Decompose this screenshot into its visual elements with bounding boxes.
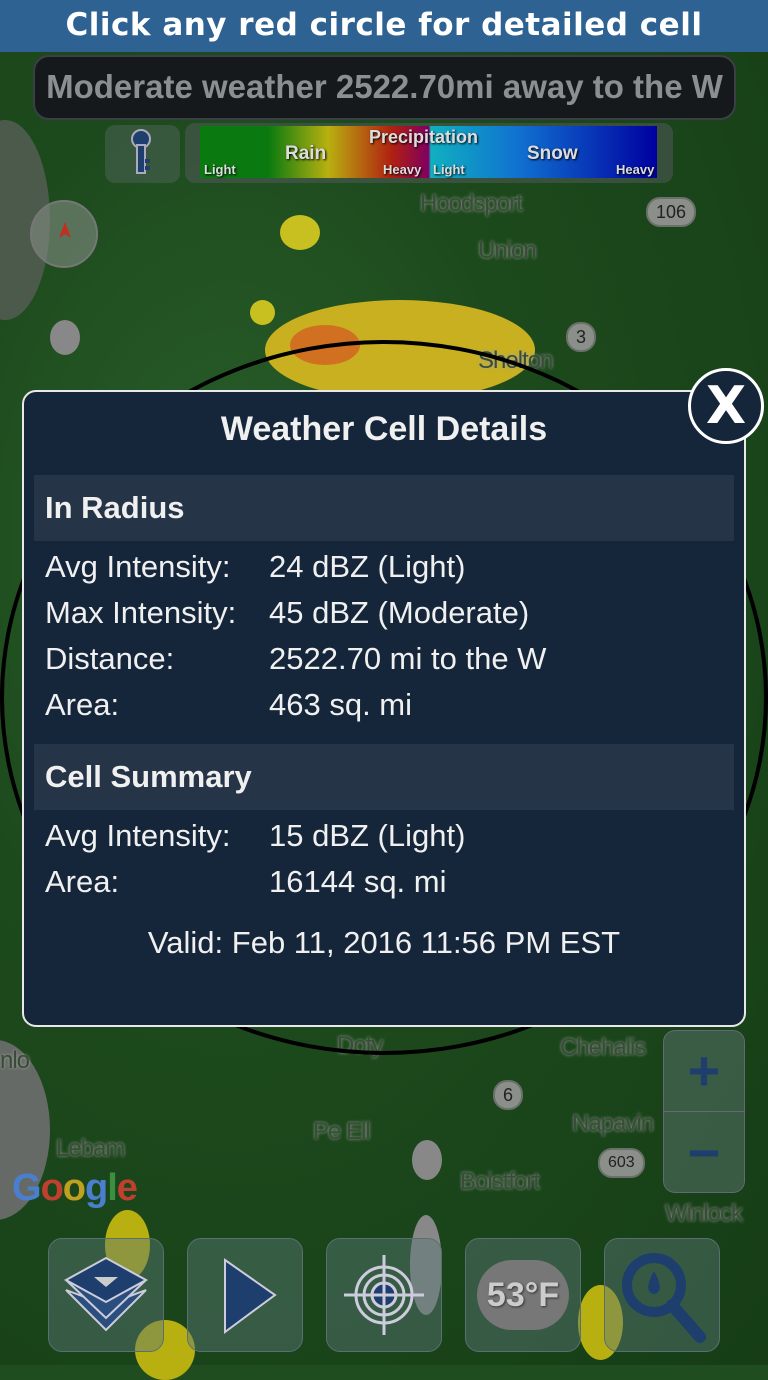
detail-row: Avg Intensity: 15 dBZ (Light) bbox=[24, 813, 744, 859]
route-shield: 603 bbox=[598, 1148, 645, 1178]
precipitation-legend: Precipitation Rain Snow Light Heavy Ligh… bbox=[185, 123, 673, 183]
current-weather-button[interactable]: 53°F bbox=[465, 1238, 581, 1352]
weather-status-bar: Moderate weather 2522.70mi away to the W bbox=[33, 55, 736, 120]
detail-label: Avg Intensity: bbox=[45, 818, 231, 853]
compass-arrow-icon bbox=[59, 222, 71, 238]
legend-snow-heavy: Heavy bbox=[616, 162, 655, 177]
route-shield: 106 bbox=[646, 197, 697, 227]
google-logo: Google bbox=[12, 1167, 138, 1209]
detail-value: 2522.70 mi to the W bbox=[269, 641, 547, 676]
detail-label: Distance: bbox=[45, 641, 175, 676]
map-label: Union bbox=[478, 237, 537, 264]
dialog-title: Weather Cell Details bbox=[220, 410, 548, 448]
map-label: nlo bbox=[0, 1047, 30, 1074]
detail-label: Area: bbox=[45, 864, 120, 899]
radius-circle bbox=[0, 340, 768, 1055]
detail-row: Avg Intensity: 24 dBZ (Light) bbox=[24, 544, 744, 590]
detail-label: Area: bbox=[45, 687, 120, 722]
compass-button[interactable] bbox=[30, 200, 98, 268]
route-shield: 6 bbox=[493, 1080, 524, 1110]
detail-label: Avg Intensity: bbox=[45, 549, 231, 584]
zoom-in-button[interactable]: + bbox=[664, 1031, 744, 1112]
in-radius-heading: In Radius bbox=[34, 475, 734, 541]
map-label: Chehalis bbox=[560, 1034, 646, 1061]
play-button[interactable] bbox=[187, 1238, 303, 1352]
layers-icon bbox=[63, 1256, 149, 1332]
detail-row: Max Intensity: 45 dBZ (Moderate) bbox=[24, 590, 744, 636]
detail-value: 16144 sq. mi bbox=[269, 864, 447, 899]
precip-search-button[interactable] bbox=[604, 1238, 720, 1352]
detail-label: Max Intensity: bbox=[45, 595, 237, 630]
play-icon bbox=[224, 1258, 277, 1334]
detail-row: Distance: 2522.70 mi to the W bbox=[24, 636, 744, 682]
legend-rain-light: Light bbox=[204, 162, 236, 177]
detail-row: Area: 463 sq. mi bbox=[24, 682, 744, 728]
map-label: Napavin bbox=[572, 1110, 654, 1137]
detail-value: 463 sq. mi bbox=[269, 687, 413, 722]
detail-row: Area: 16144 sq. mi bbox=[24, 859, 744, 905]
legend-snow: Snow bbox=[527, 143, 578, 164]
legend-title: Precipitation bbox=[369, 127, 479, 147]
map-label: Lebam bbox=[56, 1135, 125, 1162]
legend-snow-light: Light bbox=[433, 162, 465, 177]
detail-value: 15 dBZ (Light) bbox=[269, 818, 466, 853]
zoom-out-button[interactable]: − bbox=[687, 1120, 721, 1184]
crosshair-icon bbox=[344, 1255, 424, 1335]
route-shield: 3 bbox=[566, 322, 597, 352]
temperature: 53°F bbox=[486, 1275, 560, 1314]
detail-value: 24 dBZ (Light) bbox=[269, 549, 466, 584]
detail-value: 45 dBZ (Moderate) bbox=[269, 595, 530, 630]
layers-button[interactable] bbox=[48, 1238, 164, 1352]
valid-time: Valid: Feb 11, 2016 11:56 PM EST bbox=[147, 925, 621, 960]
legend-rain-heavy: Heavy bbox=[383, 162, 422, 177]
cell-summary-heading: Cell Summary bbox=[34, 744, 734, 810]
map-label: Pe Ell bbox=[313, 1118, 371, 1145]
weather-cell-details-dialog: Weather Cell Details In Radius Avg Inten… bbox=[22, 390, 746, 1027]
magnifier-drop-icon bbox=[622, 1253, 706, 1343]
close-button[interactable]: X bbox=[688, 368, 764, 444]
locate-button[interactable] bbox=[326, 1238, 442, 1352]
hint-banner: Click any red circle for detailed cell a… bbox=[0, 0, 768, 93]
map-label: Winlock bbox=[665, 1200, 743, 1227]
map-label: Boistfort bbox=[460, 1168, 540, 1195]
zoom-control: + − bbox=[663, 1030, 745, 1193]
map-label: Hoodsport bbox=[420, 190, 523, 217]
key-icon bbox=[131, 129, 151, 174]
legend-rain: Rain bbox=[285, 143, 327, 164]
cloud-icon: 53°F bbox=[477, 1260, 569, 1330]
legend-key-button[interactable] bbox=[105, 125, 180, 183]
